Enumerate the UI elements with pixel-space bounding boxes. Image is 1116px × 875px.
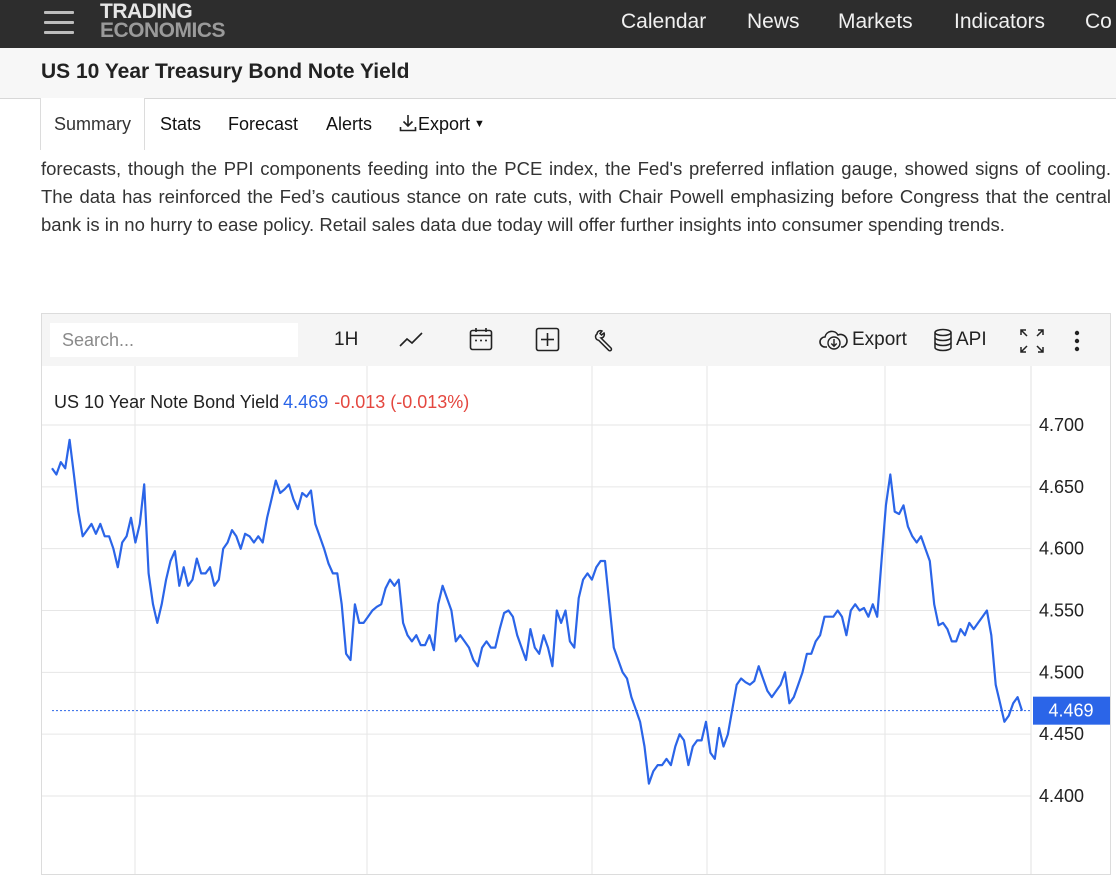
series-line-us10y — [51, 438, 1024, 785]
chart-container: 4.400 4.450 4.500 4.550 4.600 4.650 4.700 4.469… — [41, 313, 1111, 875]
chart-legend: US 10 Year Note Bond Yield 4.469 -0.013 (-… — [54, 392, 469, 413]
calendar-icon[interactable] — [468, 326, 494, 357]
legend-last-value: 4.469 — [283, 392, 329, 412]
caret-down-icon: ▼ — [474, 118, 485, 130]
y-tick-label-2: 4.500 — [1039, 662, 1084, 682]
y-tick-label-1: 4.450 — [1039, 724, 1084, 744]
fullscreen-icon[interactable] — [1019, 328, 1045, 359]
title-bar: US 10 Year Treasury Bond Note Yield — [0, 48, 1116, 99]
chart-search-input[interactable] — [50, 323, 298, 357]
last-price-badge-label: 4.469 — [1048, 701, 1093, 721]
tab-forecast[interactable]: Forecast — [228, 114, 299, 134]
logo-line-1: TRADING — [100, 0, 193, 23]
wrench-settings-icon[interactable] — [593, 328, 617, 357]
top-navbar: TRADING ECONOMICS Calendar News Markets … — [0, 0, 1116, 48]
nav-calendar[interactable]: Calendar — [621, 10, 707, 33]
chart-toolbar: 1H — [42, 314, 1110, 366]
y-tick-label-6: 4.700 — [1039, 415, 1084, 435]
y-tick-label-5: 4.650 — [1039, 477, 1084, 497]
article-paragraph: forecasts, though the PPI components fee… — [41, 158, 1111, 235]
legend-change: -0.013 (-0.013%) — [334, 392, 470, 412]
y-tick-label-4: 4.600 — [1039, 539, 1084, 559]
export-tab-label: Export — [418, 114, 471, 134]
page-title: US 10 Year Treasury Bond Note Yield — [41, 60, 410, 83]
nav-news[interactable]: News — [747, 10, 800, 33]
tab-export[interactable]: Export ▼ — [398, 98, 485, 150]
tab-summary[interactable]: Summary — [40, 98, 146, 150]
logo-line-2: ECONOMICS — [100, 19, 226, 42]
more-options-icon[interactable] — [1073, 329, 1081, 358]
line-chart-type-icon[interactable] — [398, 328, 424, 357]
last-price-badge — [1033, 696, 1110, 725]
add-indicator-icon[interactable] — [535, 327, 560, 357]
interval-selector[interactable]: 1H — [334, 329, 359, 350]
y-tick-label-0: 4.400 — [1039, 786, 1084, 806]
nav-markets[interactable]: Markets — [838, 10, 913, 33]
chart-export-button[interactable]: Export — [852, 329, 907, 350]
legend-series-name: US 10 Year Note Bond Yield — [54, 392, 280, 412]
tab-stats[interactable]: Stats — [160, 114, 202, 134]
database-icon[interactable] — [933, 328, 953, 357]
nav-indicators[interactable]: Indicators — [954, 10, 1046, 33]
chart-plot: 4.400 4.450 4.500 4.550 4.600 4.650 4.700 4.469 — [42, 366, 1110, 874]
site-logo[interactable]: TRADING ECONOMICS — [100, 0, 226, 42]
hamburger-menu-icon[interactable] — [44, 9, 76, 37]
cloud-download-icon[interactable] — [819, 328, 849, 357]
tab-alerts[interactable]: Alerts — [326, 114, 373, 134]
nav-commodities-truncated[interactable]: Co — [1085, 10, 1112, 33]
tab-bar: Summary Stats Forecast Alerts Export ▼ — [0, 98, 1116, 150]
download-icon — [399, 115, 417, 132]
api-button[interactable]: API — [956, 329, 987, 350]
y-tick-label-3: 4.550 — [1039, 601, 1084, 621]
